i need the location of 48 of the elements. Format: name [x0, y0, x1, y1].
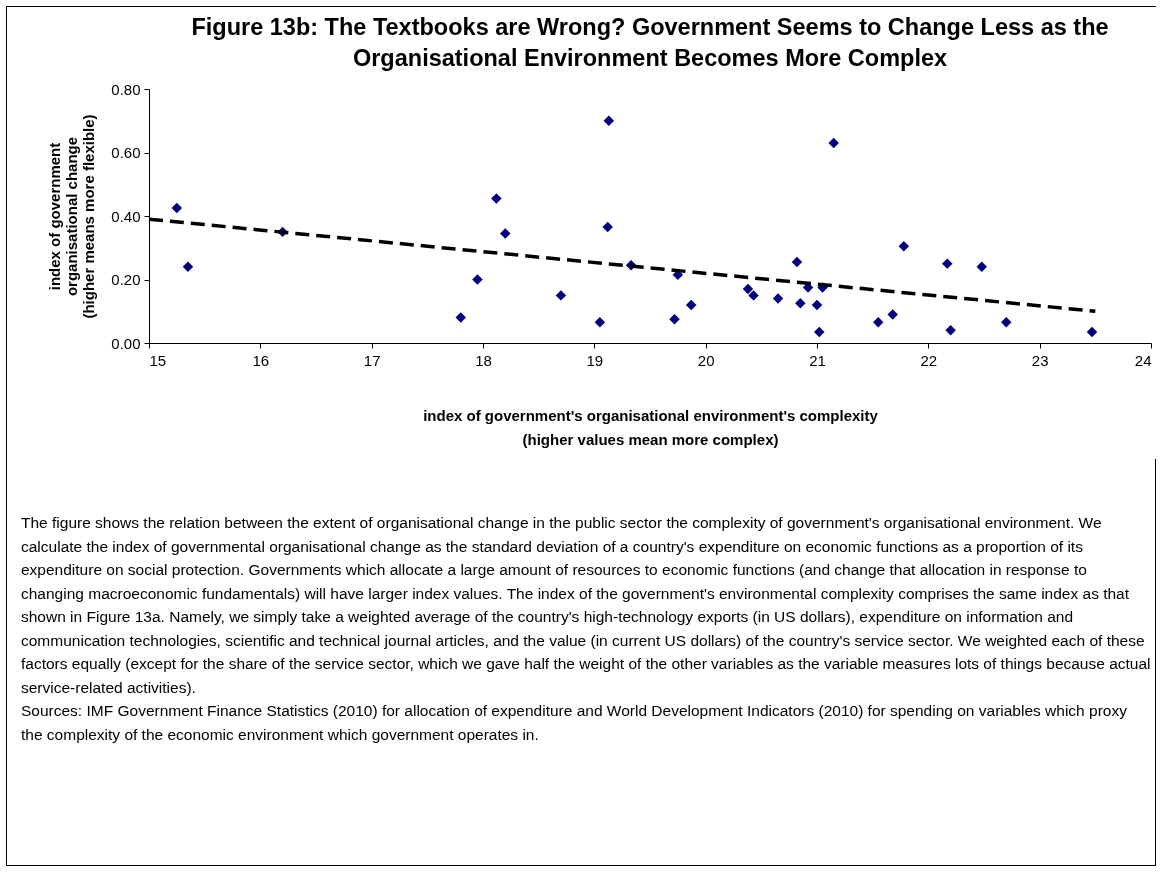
point	[594, 317, 606, 328]
x-tick-label: 16	[252, 351, 270, 369]
point	[828, 137, 839, 149]
point	[669, 313, 680, 325]
x-tick-label: 15	[149, 351, 167, 369]
point	[1001, 317, 1012, 328]
point	[472, 274, 483, 285]
point	[748, 290, 759, 301]
point	[742, 283, 754, 295]
point	[813, 326, 825, 338]
point	[182, 261, 194, 273]
point	[887, 309, 898, 320]
point	[872, 317, 884, 328]
x-tick-label: 24	[1134, 351, 1152, 369]
y-axis-title: index of government organisational change (higher means more flexible)	[46, 114, 98, 319]
point	[455, 312, 466, 323]
point	[811, 299, 823, 311]
x-tick-label: 23	[1031, 351, 1049, 369]
x-axis-title: index of government's organisational environment's complexity (higher values mean more complex)	[423, 406, 879, 448]
point	[171, 202, 183, 214]
point	[772, 293, 784, 304]
x-tick-label: 17	[363, 351, 381, 369]
point	[1086, 326, 1098, 338]
y-tick-label: 0.60	[111, 144, 141, 161]
y-tick-label: 0.00	[111, 334, 141, 352]
y-tick-label: 0.80	[111, 80, 141, 98]
point	[500, 228, 511, 239]
point	[976, 261, 988, 273]
y-tick-label: 0.40	[111, 207, 141, 225]
source-note: Sources: IMF Government Finance Statistics (2010) for allocation of expenditure and World Development Indicators (2010) for spending on variables which proxy the complexity of the economic environment which government operates in.	[21, 701, 1128, 745]
point	[791, 256, 803, 268]
point	[602, 221, 613, 233]
point	[603, 115, 615, 126]
x-tick-label: 20	[697, 351, 715, 369]
chart-title: Figure 13b: The Textbooks are Wrong? Government Seems to Change Less as the Organisational Environment Becomes More Complex	[191, 13, 1109, 71]
point	[945, 325, 956, 336]
x-tick-label: 19	[586, 351, 604, 369]
x-tick-label: 22	[920, 351, 938, 369]
x-tick-label: 18	[475, 351, 492, 369]
point	[795, 298, 806, 309]
point	[491, 193, 502, 204]
point	[555, 290, 567, 301]
x-tick-label: 21	[809, 351, 826, 369]
text: The figure shows the relation between the extent of organisational change in the public sector the complexity of government's organisational environment. We calculate the index of governmental organisational change as the standard deviation of a country's expenditure on economic functions as a proportion of its expenditure on social protection. Governments which allocate a large amount of resources to economic functions (and change that allocation in response to changing macroeconomic fundamentals) will have larger index values. The index of the government's environmental complexity comprises the same index as that shown in Figure 13a. Namely, we simply take a weighted average of the country's high-technology exports (in US dollars), expenditure on information and communication technologies, scientific and technical journal articles, and the value (in current US dollars) of the country's service sector. We weighted each of these factors equally (except for the share of the service sector, which we gave half the weight of the other variables as the variable measures lots of things because actual service-related activities).	[21, 513, 1151, 698]
y-tick-label: 0.20	[111, 271, 141, 288]
point	[942, 258, 953, 269]
point	[898, 240, 910, 252]
point	[685, 299, 697, 311]
